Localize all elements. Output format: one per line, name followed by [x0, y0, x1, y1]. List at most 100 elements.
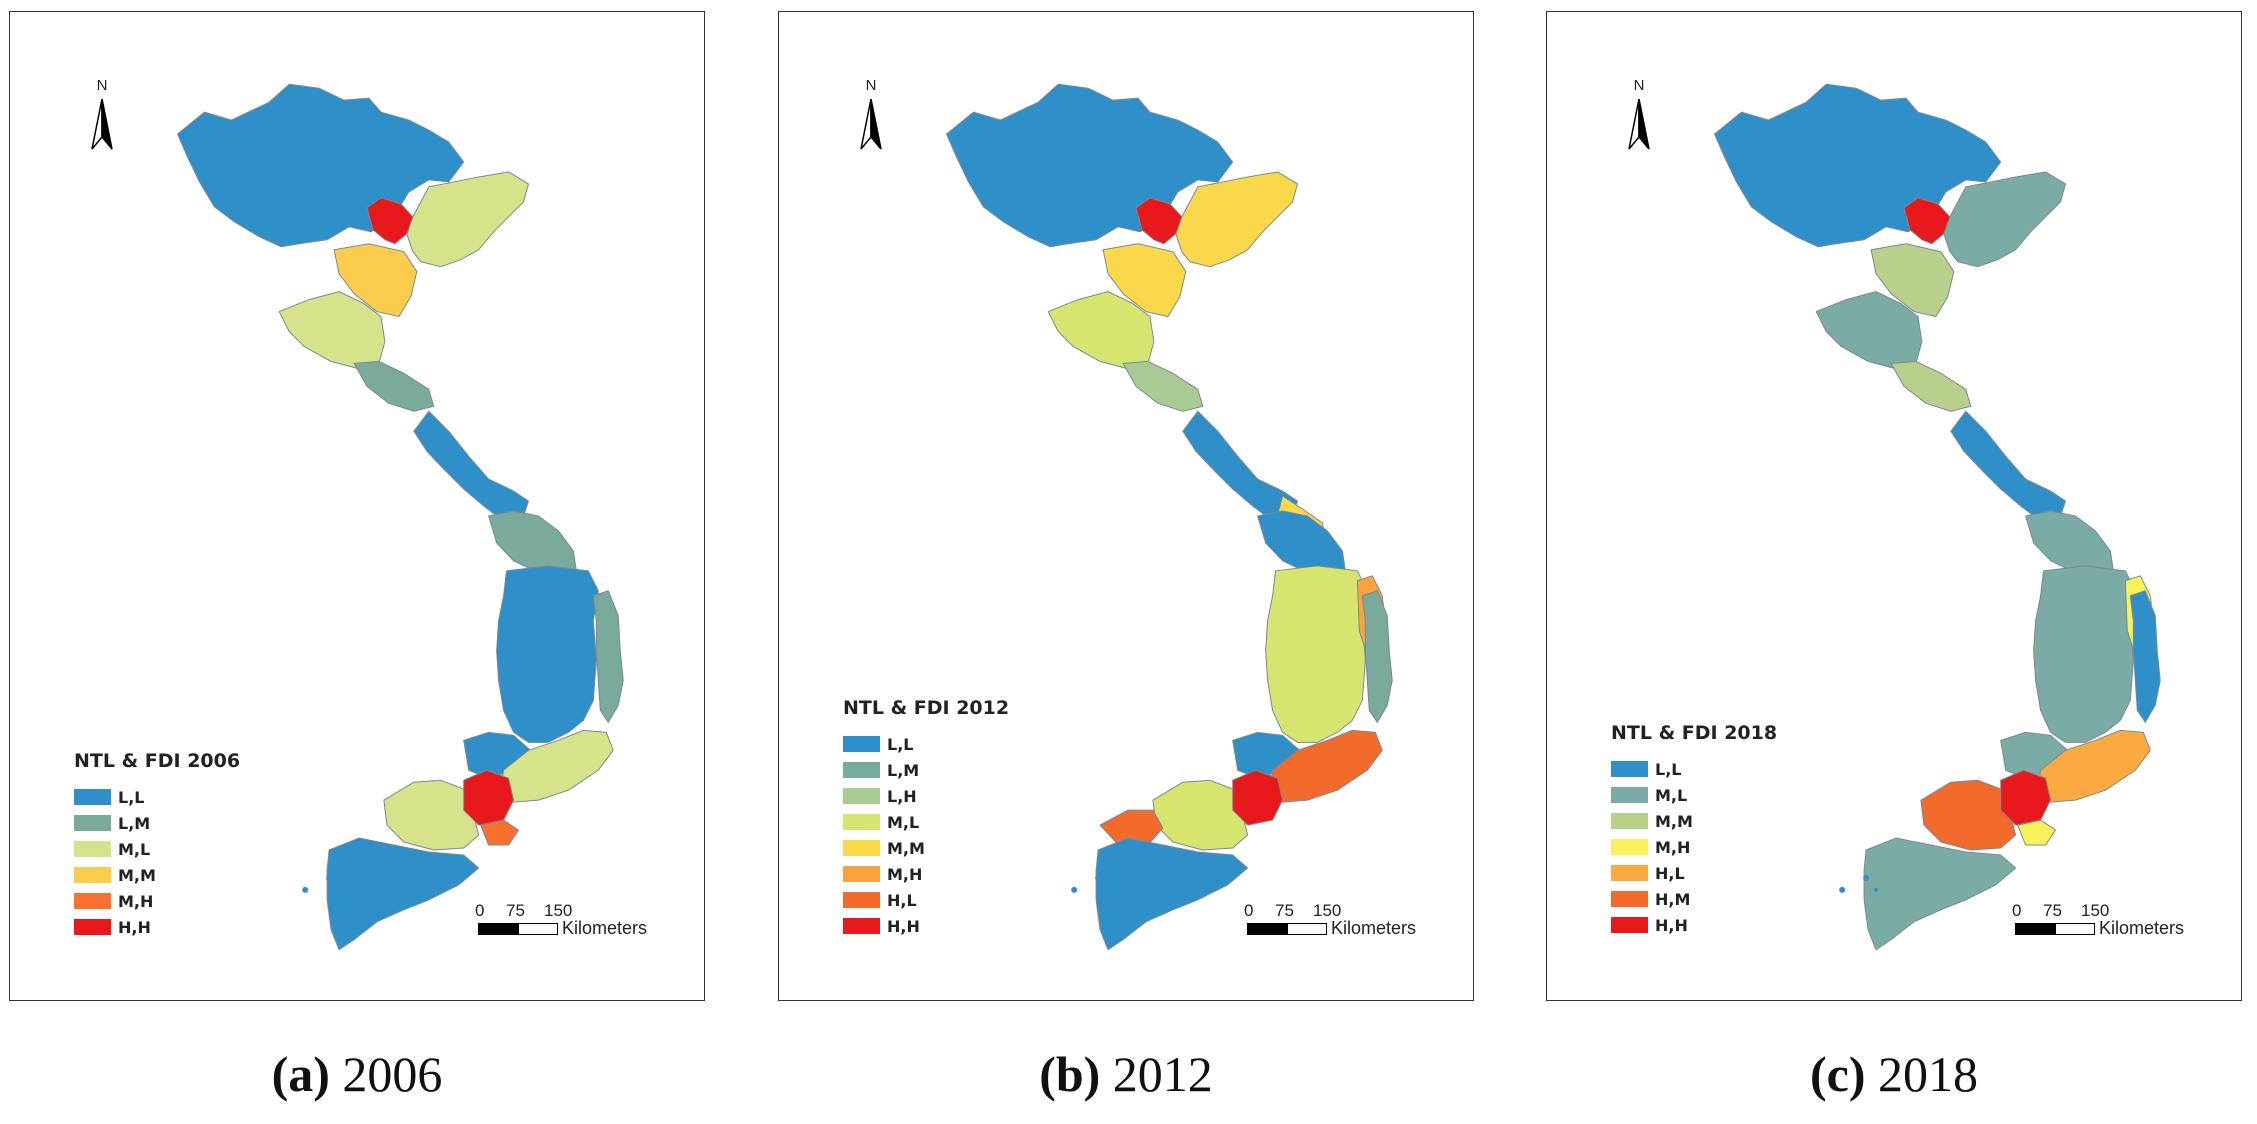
province-red-river-delta — [1943, 171, 2067, 268]
legend-label: M,M — [887, 838, 925, 858]
island — [302, 886, 309, 893]
island — [1071, 886, 1078, 893]
province-nghe-an — [1047, 291, 1155, 370]
legend-item: H,H — [843, 913, 1009, 939]
province-hanoi — [1135, 197, 1183, 245]
legend-label: M,L — [887, 812, 920, 832]
legend-swatch — [74, 841, 111, 857]
province-nghe-an — [278, 291, 386, 370]
legend-swatch — [74, 893, 111, 909]
legend-label: H,L — [887, 890, 917, 910]
legend-item: M,H — [1611, 834, 1777, 860]
legend-title: NTL & FDI 2012 — [843, 697, 1010, 719]
province-hanoi — [366, 197, 414, 245]
province-hanoi — [1903, 197, 1951, 245]
legend-title: NTL & FDI 2006 — [74, 750, 241, 772]
legend-swatch — [1611, 865, 1648, 881]
scale-tick: 150 — [2081, 901, 2110, 920]
province-nghe-an — [1815, 291, 1923, 370]
vietnam-map — [177, 83, 624, 951]
legend-item: M,M — [74, 862, 240, 888]
province-hcmc — [2000, 769, 2052, 826]
province-ha-tinh — [1890, 360, 1972, 412]
legend-swatch — [843, 788, 880, 804]
legend-label: M,M — [1655, 811, 1693, 831]
legend-item: M,L — [843, 809, 1009, 835]
legend-label: M,M — [118, 865, 156, 885]
province-thanh-hoa — [1102, 243, 1187, 318]
province-hcmc — [463, 769, 515, 826]
legend-item: M,L — [74, 836, 240, 862]
province-red-river-delta — [1175, 171, 1299, 268]
province-hcmc — [1232, 769, 1284, 826]
legend-swatch — [1611, 839, 1648, 855]
north-label: N — [96, 77, 108, 94]
legend-swatch — [843, 814, 880, 830]
province-southeast-coast — [2017, 819, 2057, 846]
caption-a: (a) 2006 — [9, 1045, 705, 1103]
legend-swatch — [74, 867, 111, 883]
province-mekong-lower — [1863, 837, 2017, 951]
province-mekong-upper — [1152, 779, 1249, 851]
legend-label: M,H — [1655, 837, 1691, 857]
province-central-highlands — [1265, 565, 1368, 743]
legend-item: M,L — [1611, 782, 1777, 808]
province-mekong-lower — [1095, 837, 1249, 951]
legend-swatch — [843, 866, 880, 882]
map-panel-2006: N NTL & FDI 2006 L,L L,M M,L M,M M,H H,H 0 75… — [9, 11, 705, 1001]
north-arrow-icon: N — [1627, 77, 1651, 157]
vietnam-map — [946, 83, 1393, 951]
scale-bar: 0 75 150 Kilometers — [1244, 901, 1437, 941]
legend: NTL & FDI 2006 L,L L,M M,L M,M M,H H,H — [74, 750, 240, 940]
island — [1874, 887, 1879, 892]
scale-tick: 75 — [2043, 901, 2062, 920]
legend-swatch — [843, 892, 880, 908]
legend-swatch — [1611, 891, 1648, 907]
legend-item: L,L — [1611, 756, 1777, 782]
legend-item: M,M — [1611, 808, 1777, 834]
legend-item: M,M — [843, 835, 1009, 861]
caption-letter: (b) — [1039, 1046, 1101, 1102]
caption-b: (b) 2012 — [778, 1045, 1474, 1103]
legend-swatch — [74, 815, 111, 831]
legend-swatch — [74, 789, 111, 805]
legend-label: H,H — [887, 916, 920, 936]
caption-c: (c) 2018 — [1546, 1045, 2242, 1103]
legend-item: M,H — [74, 888, 240, 914]
legend-label: L,L — [887, 734, 914, 754]
north-arrow-icon: N — [859, 77, 883, 157]
legend-label: H,H — [1655, 915, 1688, 935]
legend-swatch — [843, 840, 880, 856]
legend-swatch — [1611, 813, 1648, 829]
province-red-river-delta — [406, 171, 530, 268]
legend-label: L,H — [887, 786, 917, 806]
scale-unit: Kilometers — [2099, 918, 2185, 938]
scale-tick: 0 — [475, 901, 485, 920]
caption-year: 2012 — [1100, 1046, 1213, 1102]
scale-tick: 75 — [506, 901, 525, 920]
island — [337, 887, 342, 892]
province-north-central-coast — [1950, 410, 2067, 522]
legend: NTL & FDI 2018 L,L M,L M,M M,H H,L H,M H,H — [1611, 722, 1777, 938]
province-north-central-coast — [413, 410, 530, 522]
caption-year: 2006 — [329, 1046, 443, 1102]
scale-tick: 0 — [2012, 901, 2022, 920]
legend-swatch — [74, 919, 111, 935]
north-arrow-icon: N — [90, 77, 114, 157]
province-ha-tinh — [353, 360, 435, 412]
legend-swatch — [1611, 917, 1648, 933]
caption-letter: (c) — [1810, 1046, 1866, 1102]
legend-item: L,M — [74, 810, 240, 836]
island — [326, 874, 333, 881]
legend-swatch — [1611, 787, 1648, 803]
province-central-highlands — [496, 565, 599, 743]
legend-label: L,L — [1655, 759, 1682, 779]
legend: NTL & FDI 2012 L,L L,M L,H M,L M,M M,H H,L H,H — [843, 697, 1009, 939]
legend-title: NTL & FDI 2018 — [1611, 722, 1778, 744]
legend-swatch — [1611, 761, 1648, 777]
legend-item: L,M — [843, 757, 1009, 783]
legend-label: H,H — [118, 917, 151, 937]
scale-bar: 0 75 150 Kilometers — [2012, 901, 2205, 941]
legend-item: L,L — [843, 731, 1009, 757]
legend-item: M,H — [843, 861, 1009, 887]
